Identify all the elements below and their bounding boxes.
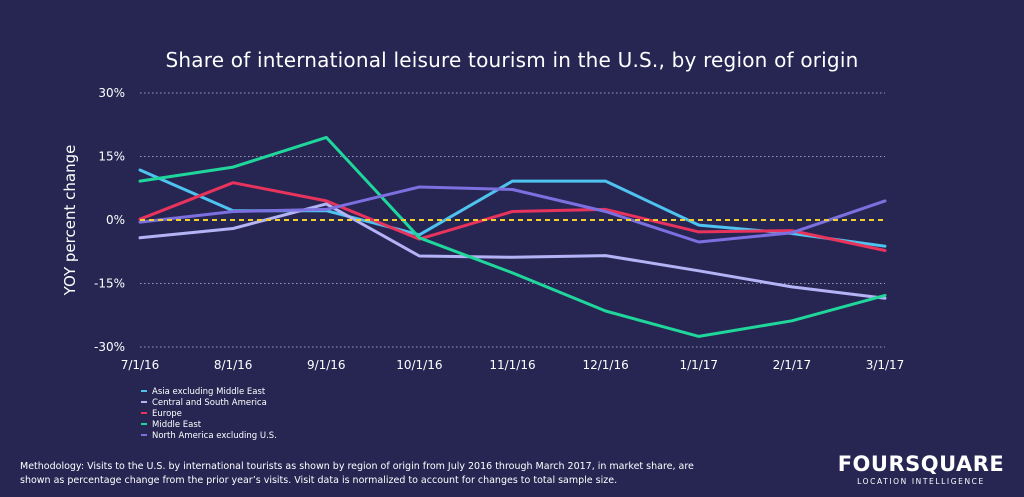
x-tick-label: 11/1/16 (489, 358, 535, 372)
y-tick-label: 0% (106, 213, 125, 227)
y-axis-ticks: -30% -15% 0% 15% 30% (94, 86, 125, 354)
legend-label: Central and South America (152, 398, 267, 408)
x-tick-label: 12/1/16 (582, 358, 628, 372)
y-tick-label: 15% (98, 150, 125, 164)
brand-tagline: LOCATION INTELLIGENCE (857, 477, 985, 486)
series-line (138, 202, 887, 300)
x-tick-label: 2/1/17 (773, 358, 812, 372)
foursquare-logo: FOURSQUARE LOCATION INTELLIGENCE (836, 452, 1006, 486)
x-tick-label: 3/1/17 (866, 358, 905, 372)
legend-label: Europe (152, 409, 182, 419)
legend-label: Middle East (152, 420, 202, 430)
legend-label: North America excluding U.S. (152, 431, 277, 441)
legend-label: Asia excluding Middle East (152, 387, 266, 397)
y-axis-label: YOY percent change (61, 145, 79, 297)
y-tick-label: -30% (94, 340, 125, 354)
x-tick-label: 7/1/16 (121, 358, 160, 372)
x-tick-label: 10/1/16 (396, 358, 442, 372)
y-tick-label: 30% (98, 86, 125, 100)
x-tick-label: 9/1/16 (307, 358, 346, 372)
methodology-line-1: Methodology: Visits to the U.S. by inter… (20, 461, 694, 472)
y-tick-label: -15% (94, 277, 125, 291)
series-line (138, 185, 887, 244)
series-line (138, 135, 887, 338)
chart-title: Share of international leisure tourism i… (165, 48, 859, 72)
x-axis-ticks: 7/1/16 8/1/16 9/1/16 10/1/16 11/1/16 12/1/16 1… (121, 358, 905, 372)
series-line (138, 181, 887, 252)
methodology-line-2: shown as percentage change from the prio… (20, 475, 618, 486)
brand-name: FOURSQUARE (837, 452, 1005, 476)
series-lines (138, 135, 887, 338)
x-tick-label: 8/1/16 (214, 358, 253, 372)
x-tick-label: 1/1/17 (679, 358, 718, 372)
methodology-note: Methodology: Visits to the U.S. by inter… (20, 460, 740, 488)
